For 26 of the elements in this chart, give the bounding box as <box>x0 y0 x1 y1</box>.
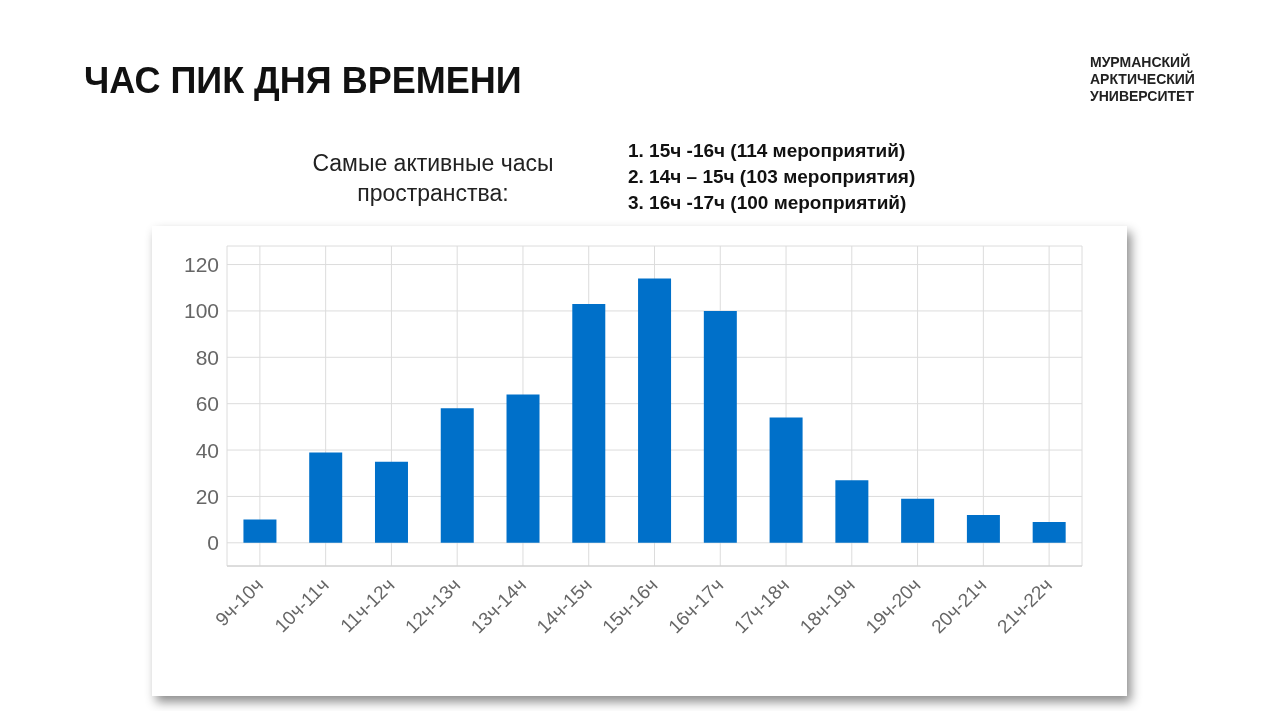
bar <box>1032 521 1066 543</box>
text: 1. 15ч -16ч (114 мероприятий) <box>628 139 907 163</box>
bar <box>901 498 935 543</box>
y-tick-label: 0 <box>207 531 219 555</box>
y-tick-label: 20 <box>195 484 219 508</box>
y-tick-label: 80 <box>195 345 219 369</box>
bar <box>835 480 869 543</box>
bar <box>374 461 408 543</box>
bar <box>440 408 474 543</box>
bar <box>966 514 1000 543</box>
y-tick-label: 60 <box>195 392 219 416</box>
bar <box>769 417 803 543</box>
text: 3. 16ч -17ч (100 мероприятий) <box>628 191 908 215</box>
bar <box>638 278 672 543</box>
chart-title: ЧАС ПИК ДНЯ ВРЕМЕНИ <box>84 60 522 102</box>
text: 2. 14ч – 15ч (103 мероприятия) <box>628 165 916 189</box>
bar <box>506 394 540 543</box>
bar <box>309 452 343 543</box>
chart-subtitle: Самые активные часы пространства: <box>311 149 555 208</box>
text: МУРМАНСКИЙ АРКТИЧЕСКИЙ УНИВЕРСИТЕТ <box>1090 54 1196 105</box>
y-tick-label: 40 <box>195 438 219 462</box>
bar <box>572 303 606 543</box>
y-tick-label: 120 <box>183 253 219 277</box>
y-tick-label: 100 <box>183 299 219 323</box>
bar <box>703 310 737 543</box>
bar <box>243 519 277 543</box>
